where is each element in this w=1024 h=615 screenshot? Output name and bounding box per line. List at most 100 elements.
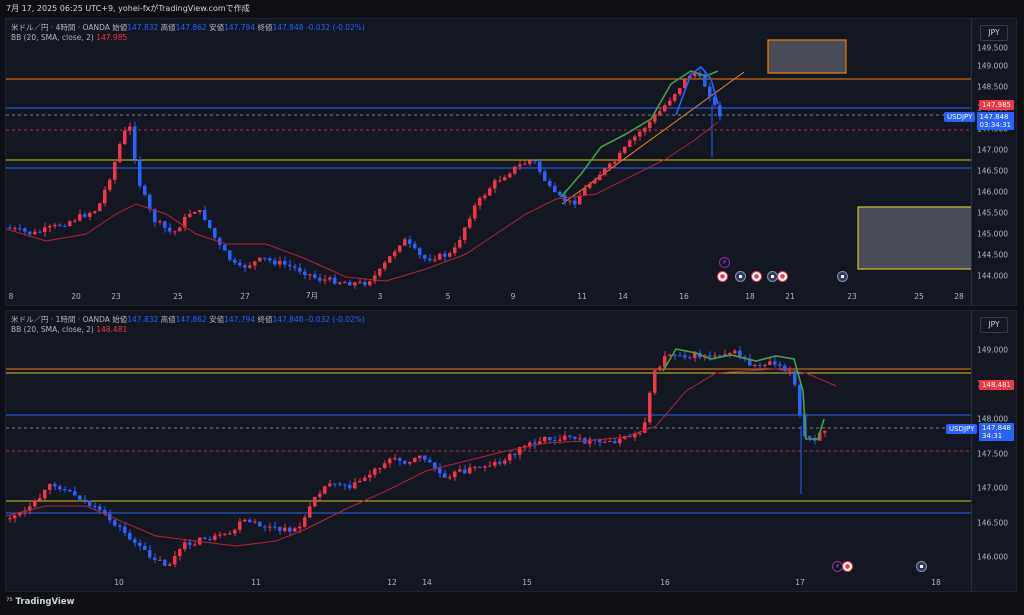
candle [478,197,482,206]
candle [388,458,392,464]
event-marker-icon[interactable]: ● [777,271,788,282]
candle [268,526,272,528]
candle [413,243,417,249]
candle [263,526,267,528]
x-tick-label: 23 [111,292,121,301]
candle [443,473,447,478]
candle [193,211,197,214]
y-tick-label: 145.500 [976,208,1008,218]
candle [373,275,377,282]
event-marker-icon[interactable]: ● [751,271,762,282]
candle [298,267,302,272]
candle [13,228,17,230]
candle [503,460,507,464]
candle [83,214,87,217]
x-tick-label: 25 [914,292,924,301]
candle [473,466,477,468]
candle [128,126,132,131]
us-flag-event-icon[interactable]: ▪ [735,271,746,282]
candle [608,163,612,169]
candle [98,203,102,212]
candle [348,485,352,489]
chart-panel-1h[interactable]: 米ドル／円 · 1時間 · OANDA 始値147.832 高値147.862 … [5,310,1017,592]
price-axis[interactable]: JPY 149.500149.000148.500148.000147.5001… [971,19,1016,305]
candle [553,185,557,193]
x-tick-label: 17 [795,578,805,587]
candle [253,261,257,266]
candle [78,495,82,500]
candle [13,515,17,519]
candle [173,231,177,233]
indicator-legend[interactable]: BB (20, SMA, close, 2) 148.481 [11,325,128,334]
candle [238,262,242,266]
candle [808,436,812,438]
candle [188,542,192,545]
candle [603,168,607,175]
candle [473,205,477,219]
candle [398,458,402,461]
candle [508,173,512,178]
candle [403,460,407,464]
candle [778,364,782,366]
candle [453,471,457,478]
bolt-event-icon[interactable]: ⚡ [719,257,730,268]
ohlc-legend: 米ドル／円 · 4時間 · OANDA 始値147.832 高値147.862 … [11,23,365,32]
candle [298,526,302,529]
x-tick-label: 25 [173,292,183,301]
candle [783,365,787,371]
candle [468,467,472,474]
candle [198,209,202,212]
candle [538,161,542,172]
indicator-legend[interactable]: BB (20, SMA, close, 2) 147.985 [11,33,128,42]
candle [533,442,537,445]
x-tick-label: 3 [377,292,383,301]
us-flag-event-icon[interactable]: ▪ [916,561,927,572]
x-tick-label: 27 [240,292,250,301]
last-price-tag: 147.848 03:34:31 [976,112,1014,130]
candle [93,505,97,507]
candle [153,209,157,222]
candle [533,160,537,162]
candle [443,253,447,257]
currency-button[interactable]: JPY [980,25,1008,41]
candle [658,367,662,371]
event-marker-icon[interactable]: ● [717,271,728,282]
candle [698,73,702,77]
candle [543,171,547,181]
candle [363,477,367,481]
candle [278,527,282,531]
tradingview-logo[interactable]: ⁷⁵ TradingView [6,597,75,607]
candle [463,227,467,240]
candle [28,231,32,235]
candle [68,221,72,227]
us-flag-event-icon[interactable]: ▪ [837,271,848,282]
candle [553,440,557,442]
candle [498,180,502,182]
candle [143,545,147,551]
candle [528,160,532,164]
candle [638,131,642,137]
candle [468,218,472,228]
candle [128,532,132,540]
candle [18,512,22,516]
candle [643,128,647,132]
candle [448,477,452,479]
candle [28,506,32,511]
price-axis[interactable]: JPY 149.000148.500148.000147.500147.0001… [971,311,1016,591]
candle [418,248,422,256]
candle [283,527,287,531]
candle [823,430,827,433]
y-tick-label: 149.000 [976,345,1008,355]
currency-button[interactable]: JPY [980,317,1008,333]
candle [103,189,107,204]
event-marker-icon[interactable]: ● [842,561,853,572]
chart-panel-4h[interactable]: 米ドル／円 · 4時間 · OANDA 始値147.832 高値147.862 … [5,18,1017,306]
candle [8,518,12,520]
candle [678,88,682,95]
candle [608,441,612,443]
price-plot-1h[interactable] [6,311,972,591]
candle [213,535,217,540]
candle [293,528,297,532]
price-plot-4h[interactable] [6,19,972,305]
candle [578,195,582,205]
